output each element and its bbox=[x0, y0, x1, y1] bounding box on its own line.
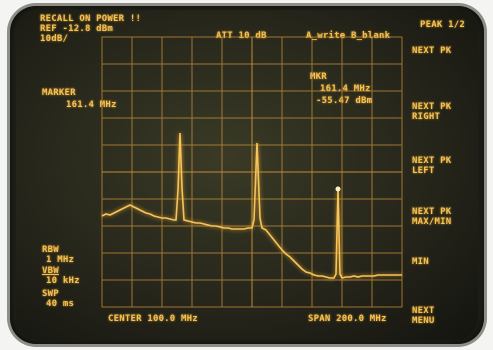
attenuation: ATT 10 dB bbox=[216, 31, 267, 41]
rbw-label: RBW bbox=[42, 245, 59, 255]
rbw-value: 1 MHz bbox=[46, 255, 75, 265]
marker-frequency: 161.4 MHz bbox=[66, 100, 117, 110]
softkey-next-peak-maxmin[interactable]: NEXT PK MAX/MIN bbox=[412, 207, 476, 227]
ref-level: REF -12.8 dBm bbox=[40, 24, 114, 34]
spectrum-trace bbox=[101, 132, 402, 279]
softkey-next-menu-line2: MENU bbox=[412, 316, 435, 326]
swp-value: 40 ms bbox=[46, 299, 75, 309]
softkey-min-label: MIN bbox=[412, 257, 429, 267]
vertical-scale: 10dB/ bbox=[40, 34, 69, 44]
softkey-next-peak-left[interactable]: NEXT PK LEFT bbox=[412, 156, 476, 176]
mkr-frequency: 161.4 MHz bbox=[320, 84, 371, 94]
softkey-menu-title: PEAK 1/2 bbox=[420, 20, 465, 30]
center-frequency: CENTER 100.0 MHz bbox=[108, 314, 198, 324]
mkr-level: -55.47 dBm bbox=[316, 96, 373, 106]
center-axis-ticks bbox=[102, 37, 402, 307]
vbw-label: VBW bbox=[42, 266, 59, 276]
softkey-next-peak[interactable]: NEXT PK bbox=[412, 46, 476, 56]
softkey-next-menu-line1: NEXT bbox=[412, 306, 435, 316]
analyzer-screen: RECALL ON POWER !! REF -12.8 dBm 10dB/ A… bbox=[16, 10, 478, 340]
vbw-value: 10 kHz bbox=[46, 276, 80, 286]
swp-label: SWP bbox=[42, 289, 59, 299]
span: SPAN 200.0 MHz bbox=[308, 314, 387, 324]
trace-mode: A_write B_blank bbox=[306, 31, 391, 41]
softkey-next-peak-right[interactable]: NEXT PK RIGHT bbox=[412, 102, 476, 122]
softkey-next-peak-maxmin-line1: NEXT PK bbox=[412, 207, 452, 217]
softkey-next-menu[interactable]: NEXT MENU bbox=[412, 306, 476, 326]
softkey-next-peak-label: NEXT PK bbox=[412, 46, 452, 56]
mkr-label: MKR bbox=[310, 72, 327, 82]
recall-message: RECALL ON POWER !! bbox=[40, 14, 142, 24]
softkey-next-peak-maxmin-line2: MAX/MIN bbox=[412, 217, 452, 227]
spectrum-display bbox=[101, 36, 403, 308]
softkey-next-peak-right-line2: RIGHT bbox=[412, 112, 441, 122]
softkey-min[interactable]: MIN bbox=[412, 257, 476, 267]
softkey-next-peak-left-line1: NEXT PK bbox=[412, 156, 452, 166]
marker-label: MARKER bbox=[42, 88, 76, 98]
softkey-next-peak-right-line1: NEXT PK bbox=[412, 102, 452, 112]
marker-indicator bbox=[335, 186, 341, 192]
softkey-next-peak-left-line2: LEFT bbox=[412, 166, 435, 176]
